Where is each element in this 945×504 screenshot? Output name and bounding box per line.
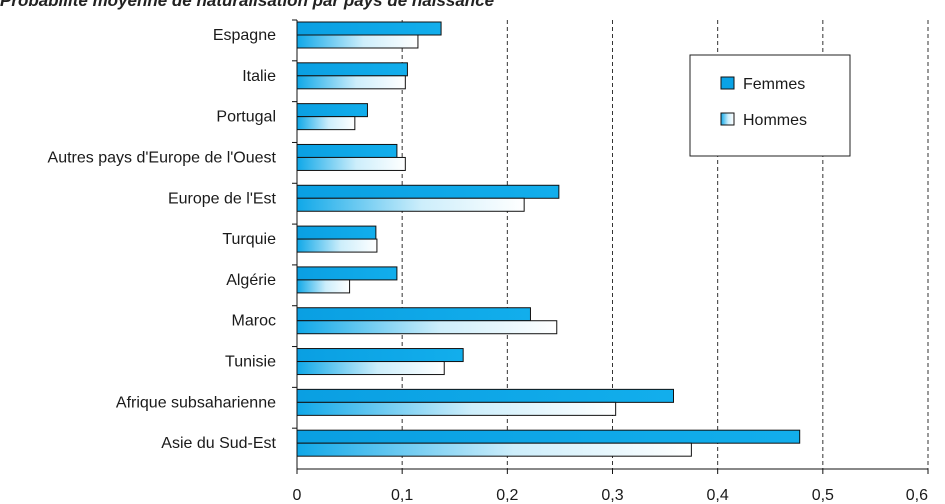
bar-hommes [296,197,525,212]
x-tick-label: 0,2 [496,487,518,504]
bar-femmes [296,266,398,281]
bar-femmes [296,225,377,240]
bar-femmes [296,184,560,199]
bar-femmes [296,429,801,444]
category-label: Espagne [213,27,276,44]
chart-title: Probabilité moyenne de naturalisation pa… [0,0,495,10]
legend-box [689,54,851,157]
category-label: Italie [242,68,276,85]
category-label: Maroc [232,313,276,330]
x-tick-label: 0,4 [707,487,729,504]
bar-hommes [296,238,378,253]
legend-label-hommes: Hommes [743,112,807,129]
bar-femmes [296,62,408,77]
legend-swatch-hommes [720,112,735,126]
bar-hommes [296,34,419,49]
bar-hommes [296,401,617,416]
category-label: Afrique subsaharienne [116,394,276,411]
legend-swatch-femmes [720,76,735,90]
category-label: Asie du Sud-Est [161,435,276,452]
category-label: Europe de l'Est [168,190,277,207]
bar-hommes [296,320,558,335]
bar-femmes [296,388,674,403]
bar-hommes [296,156,406,171]
category-label: Turquie [222,231,276,248]
bars [296,21,801,457]
x-tick-label: 0,3 [601,487,623,504]
x-tick-label: 0 [293,487,302,504]
legend: Femmes Hommes [689,54,851,157]
x-tick-labels: 0 0,1 0,2 0,3 0,4 0,5 0,6 [293,487,929,504]
bar-hommes [296,279,351,294]
bar-femmes [296,307,531,322]
legend-label-femmes: Femmes [743,76,805,93]
bar-femmes [296,143,398,158]
bar-hommes [296,75,406,90]
category-label: Portugal [216,109,276,126]
bar-hommes [296,116,356,131]
x-tick-label: 0,6 [906,487,928,504]
category-labels: Espagne Italie Portugal Autres pays d'Europ… [48,27,277,452]
bar-hommes [296,442,692,457]
bar-femmes [296,21,442,36]
bar-femmes [296,103,368,118]
x-tick-label: 0,1 [391,487,413,504]
bar-femmes [296,348,464,363]
x-tick-label: 0,5 [812,487,834,504]
category-label: Tunisie [225,354,276,371]
category-label: Algérie [226,272,276,289]
bar-hommes [296,361,445,376]
category-label: Autres pays d'Europe de l'Ouest [48,149,277,166]
